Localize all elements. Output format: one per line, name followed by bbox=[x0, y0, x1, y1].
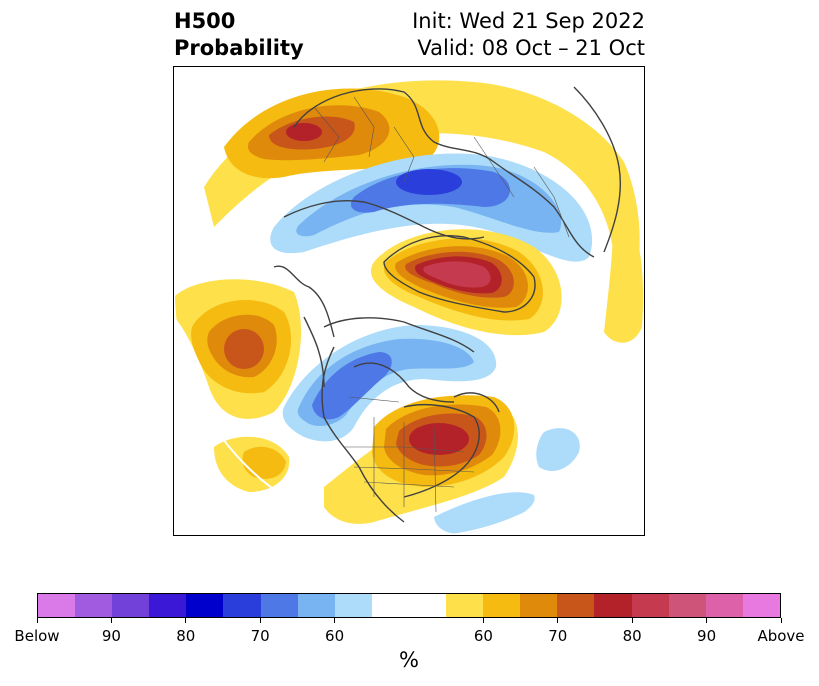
colorbar-cell-below-0 bbox=[38, 594, 76, 617]
colorbar-tick-mark bbox=[185, 618, 187, 623]
colorbar-tick-mark bbox=[780, 618, 782, 623]
colorbar-tick-mark bbox=[631, 618, 633, 623]
colorbar-cell-neutral bbox=[371, 594, 447, 617]
colorbar-cell-above-8 bbox=[742, 594, 780, 617]
colorbar-unit-label: % bbox=[399, 648, 419, 672]
colorbar-tick-mark bbox=[334, 618, 336, 623]
colorbar-tick-label: 60 bbox=[325, 627, 345, 645]
colorbar-cell-above-2 bbox=[520, 594, 558, 617]
colorbar-cell-above-3 bbox=[557, 594, 595, 617]
contour-above-85-greenland bbox=[423, 261, 491, 288]
colorbar-tick-label: 90 bbox=[101, 627, 121, 645]
colorbar-tick-label: Below bbox=[14, 627, 60, 645]
contour-below-60-atlantic bbox=[536, 428, 580, 472]
title-init-date: Init: Wed 21 Sep 2022 bbox=[412, 9, 645, 33]
colorbar-tick-label: Above bbox=[757, 627, 805, 645]
colorbar-cell-above-7 bbox=[705, 594, 743, 617]
contour-above-60-atlantic bbox=[604, 197, 644, 343]
colorbar-tick-label: 70 bbox=[548, 627, 568, 645]
colorbar-tick-label: 70 bbox=[250, 627, 270, 645]
colorbar-cell-above-5 bbox=[631, 594, 669, 617]
colorbar-cell-below-4 bbox=[186, 594, 224, 617]
map-title-left: H500 Probability bbox=[174, 8, 304, 62]
colorbar-tick-mark bbox=[482, 618, 484, 623]
colorbar-cell-below-2 bbox=[112, 594, 150, 617]
colorbar-tick-label: 80 bbox=[622, 627, 642, 645]
colorbar-cell-above-0 bbox=[446, 594, 484, 617]
contour-below-70-canada bbox=[312, 352, 392, 420]
colorbar-cell-above-1 bbox=[483, 594, 521, 617]
contour-above-75-pacific bbox=[224, 329, 264, 369]
title-product: Probability bbox=[174, 36, 304, 60]
colorbar-tick-mark bbox=[557, 618, 559, 623]
colorbar-cell-below-8 bbox=[334, 594, 372, 617]
probability-map bbox=[173, 66, 645, 536]
colorbar-cell-below-6 bbox=[260, 594, 298, 617]
colorbar-cell-above-6 bbox=[668, 594, 706, 617]
colorbar-cell-below-7 bbox=[297, 594, 335, 617]
colorbar-tick-mark bbox=[110, 618, 112, 623]
probability-map-svg bbox=[174, 67, 644, 535]
colorbar-cell-below-3 bbox=[149, 594, 187, 617]
colorbar-tick-label: 90 bbox=[697, 627, 717, 645]
colorbar-cell-above-4 bbox=[594, 594, 632, 617]
contour-above-80-europe bbox=[286, 123, 322, 141]
contour-below-60-south bbox=[434, 492, 535, 534]
colorbar-cell-below-5 bbox=[223, 594, 261, 617]
colorbar-tick-label: 80 bbox=[176, 627, 196, 645]
contour-above-80-us bbox=[409, 423, 469, 455]
contour-above-65-pacific-south bbox=[242, 446, 286, 479]
colorbar-cell-below-1 bbox=[75, 594, 113, 617]
colorbar bbox=[37, 593, 781, 618]
colorbar-tick-mark bbox=[259, 618, 261, 623]
title-variable: H500 bbox=[174, 9, 236, 33]
borders bbox=[313, 96, 570, 513]
colorbar-tick-mark bbox=[706, 618, 708, 623]
colorbar-tick-label: 60 bbox=[473, 627, 493, 645]
coastlines bbox=[273, 86, 622, 523]
contour-below-75-siberia bbox=[396, 169, 462, 195]
title-valid-range: Valid: 08 Oct – 21 Oct bbox=[417, 36, 645, 60]
colorbar-tick-mark bbox=[36, 618, 38, 623]
map-title-right: Init: Wed 21 Sep 2022 Valid: 08 Oct – 21… bbox=[412, 8, 645, 62]
